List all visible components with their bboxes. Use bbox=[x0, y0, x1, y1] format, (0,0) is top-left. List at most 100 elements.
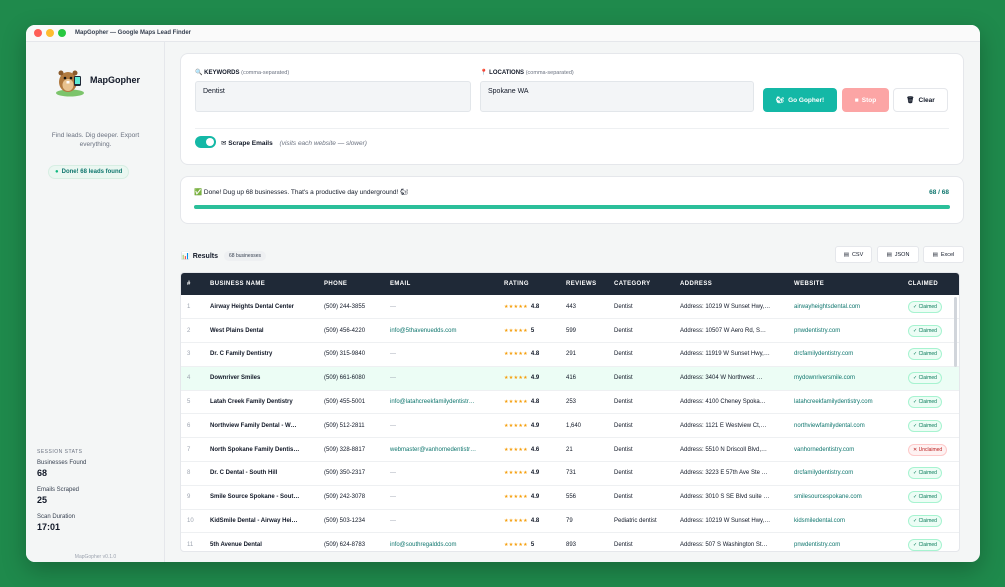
row-number: 2 bbox=[181, 318, 204, 344]
column-header[interactable]: # bbox=[181, 273, 204, 295]
table-scrollbar[interactable] bbox=[954, 297, 957, 367]
table-row[interactable]: 9 Smile Source Spokane - Sout… (509) 242-3… bbox=[181, 485, 959, 510]
email[interactable]: info@latahcreekfamilydentistr… bbox=[384, 390, 498, 415]
reviews: 253 bbox=[560, 390, 608, 415]
column-header[interactable]: ADDRESS bbox=[674, 273, 788, 295]
business-name: Smile Source Spokane - Sout… bbox=[204, 485, 318, 510]
claimed-badge: ✓ Claimed bbox=[908, 419, 942, 432]
claimed: ✓ Claimed bbox=[902, 318, 959, 344]
website-link[interactable]: drcfamilydentistry.com bbox=[788, 342, 902, 367]
claimed-badge: ✓ Claimed bbox=[908, 324, 942, 337]
file-icon: ▤ bbox=[843, 251, 849, 258]
column-header[interactable]: CATEGORY bbox=[608, 273, 674, 295]
business-name: 5th Avenue Dental bbox=[204, 532, 318, 551]
table-row[interactable]: 7 North Spokane Family Dentis… (509) 328-8… bbox=[181, 437, 959, 463]
rating-value: 4.8 bbox=[530, 351, 540, 358]
phone: (509) 242-3078 bbox=[318, 485, 384, 510]
progress-count: 68 / 68 bbox=[929, 189, 949, 196]
website-link[interactable]: airwayheightsdental.com bbox=[788, 295, 902, 320]
column-header[interactable]: WEBSITE bbox=[788, 273, 902, 295]
progress-bar bbox=[194, 205, 950, 209]
reviews: 416 bbox=[560, 366, 608, 391]
website-link[interactable]: pnwdentistry.com bbox=[788, 532, 902, 551]
website-link[interactable]: northviewfamilydental.com bbox=[788, 413, 902, 439]
claimed-badge: ✓ Claimed bbox=[908, 396, 942, 409]
email: — bbox=[384, 366, 498, 391]
category: Dentist bbox=[608, 342, 674, 367]
email[interactable]: info@southregaldds.com bbox=[384, 532, 498, 551]
claimed-badge: ✓ Claimed bbox=[908, 515, 942, 528]
rating-value: 4.9 bbox=[530, 375, 540, 382]
website-link[interactable]: drcfamilydentistry.com bbox=[788, 461, 902, 486]
phone: (509) 503-1234 bbox=[318, 509, 384, 534]
website-link[interactable]: kidsmiledental.com bbox=[788, 509, 902, 534]
table-row[interactable]: 8 Dr. C Dental - South Hill (509) 350-2317… bbox=[181, 461, 959, 486]
row-number: 9 bbox=[181, 485, 204, 510]
scrape-emails-label: ✉ Scrape Emails (visits each website — s… bbox=[221, 140, 367, 147]
phone: (509) 244-3855 bbox=[318, 295, 384, 320]
column-header[interactable]: BUSINESS NAME bbox=[204, 273, 318, 295]
status-dot-icon: ● bbox=[55, 169, 59, 175]
export-csv-button[interactable]: ▤ CSV bbox=[835, 246, 872, 263]
locations-input[interactable]: Spokane WA bbox=[480, 81, 754, 112]
category: Dentist bbox=[608, 295, 674, 320]
results-heading: 📊 Results 68 businesses bbox=[181, 251, 266, 261]
website-link[interactable]: latahcreekfamilydentistry.com bbox=[788, 390, 902, 415]
reviews: 21 bbox=[560, 437, 608, 463]
table-row[interactable]: 5 Latah Creek Family Dentistry (509) 455-5… bbox=[181, 390, 959, 415]
file-icon: ▤ bbox=[886, 251, 892, 258]
column-header[interactable]: PHONE bbox=[318, 273, 384, 295]
star-rating-icon: ★★★★★ bbox=[504, 518, 528, 525]
close-window-button[interactable] bbox=[34, 29, 42, 37]
star-rating-icon: ★★★★★ bbox=[504, 470, 528, 477]
reviews: 731 bbox=[560, 461, 608, 486]
email[interactable]: info@5thavenuedds.com bbox=[384, 318, 498, 344]
export-excel-button[interactable]: ▤ Excel bbox=[923, 246, 964, 263]
divider bbox=[195, 128, 949, 129]
brand-name: MapGopher bbox=[90, 75, 141, 85]
star-rating-icon: ★★★★★ bbox=[504, 375, 528, 382]
business-name: Downriver Smiles bbox=[204, 366, 318, 391]
table-row[interactable]: 4 Downriver Smiles (509) 661-6080— ★★★★★ 4.9… bbox=[181, 366, 959, 391]
table-row[interactable]: 1 Airway Heights Dental Center (509) 244-3… bbox=[181, 295, 959, 320]
table-row[interactable]: 2 West Plains Dental (509) 456-4220 info@5t… bbox=[181, 318, 959, 344]
go-gopher-button[interactable]: 🐿 Go Gopher! bbox=[763, 88, 837, 112]
column-header[interactable]: CLAIMED bbox=[902, 273, 959, 295]
claimed: ✓ Claimed bbox=[902, 342, 959, 367]
stat-value: 25 bbox=[37, 495, 48, 505]
rating: ★★★★★ 4.6 bbox=[498, 437, 560, 463]
address: Address: 1121 E Westview Ct,… bbox=[674, 413, 788, 439]
export-json-button[interactable]: ▤ JSON bbox=[877, 246, 919, 263]
table-row[interactable]: 6 Northview Family Dental - W… (509) 512-2… bbox=[181, 413, 959, 439]
row-number: 7 bbox=[181, 437, 204, 463]
scrape-emails-toggle[interactable] bbox=[195, 136, 216, 148]
business-name: Latah Creek Family Dentistry bbox=[204, 390, 318, 415]
website-link[interactable]: smilesourcespokane.com bbox=[788, 485, 902, 510]
address: Address: 11919 W Sunset Hwy,… bbox=[674, 342, 788, 367]
website-link[interactable]: mydownriversmile.com bbox=[788, 366, 902, 391]
phone: (509) 315-9840 bbox=[318, 342, 384, 367]
progress-message: ✅ Done! Dug up 68 businesses. That's a p… bbox=[194, 189, 409, 196]
email[interactable]: webmaster@vanhornedentistr… bbox=[384, 437, 498, 463]
maximize-window-button[interactable] bbox=[58, 29, 66, 37]
status-badge: ● Done! 68 leads found bbox=[48, 165, 130, 179]
website-link[interactable]: vanhornedentistry.com bbox=[788, 437, 902, 463]
minimize-window-button[interactable] bbox=[46, 29, 54, 37]
column-header[interactable]: RATING bbox=[498, 273, 560, 295]
keywords-input[interactable]: Dentist bbox=[195, 81, 471, 112]
column-header[interactable]: REVIEWS bbox=[560, 273, 608, 295]
stop-icon: ■ bbox=[854, 96, 859, 104]
category: Dentist bbox=[608, 437, 674, 463]
category: Pediatric dentist bbox=[608, 509, 674, 534]
table-row[interactable]: 10 KidSmile Dental - Airway Hei… (509) 503… bbox=[181, 509, 959, 534]
website-link[interactable]: pnwdentistry.com bbox=[788, 318, 902, 344]
locations-label: 📍 LOCATIONS (comma-separated) bbox=[480, 70, 574, 76]
table-row[interactable]: 3 Dr. C Family Dentistry (509) 315-9840— ★★… bbox=[181, 342, 959, 367]
stop-button[interactable]: ■ Stop bbox=[842, 88, 889, 112]
email: — bbox=[384, 485, 498, 510]
claimed: ✓ Claimed bbox=[902, 413, 959, 439]
column-header[interactable]: EMAIL bbox=[384, 273, 498, 295]
clear-button[interactable]: 🗑 Clear bbox=[893, 88, 948, 112]
phone: (509) 328-8817 bbox=[318, 437, 384, 463]
table-row[interactable]: 11 5th Avenue Dental (509) 624-8783 info@so… bbox=[181, 532, 959, 551]
